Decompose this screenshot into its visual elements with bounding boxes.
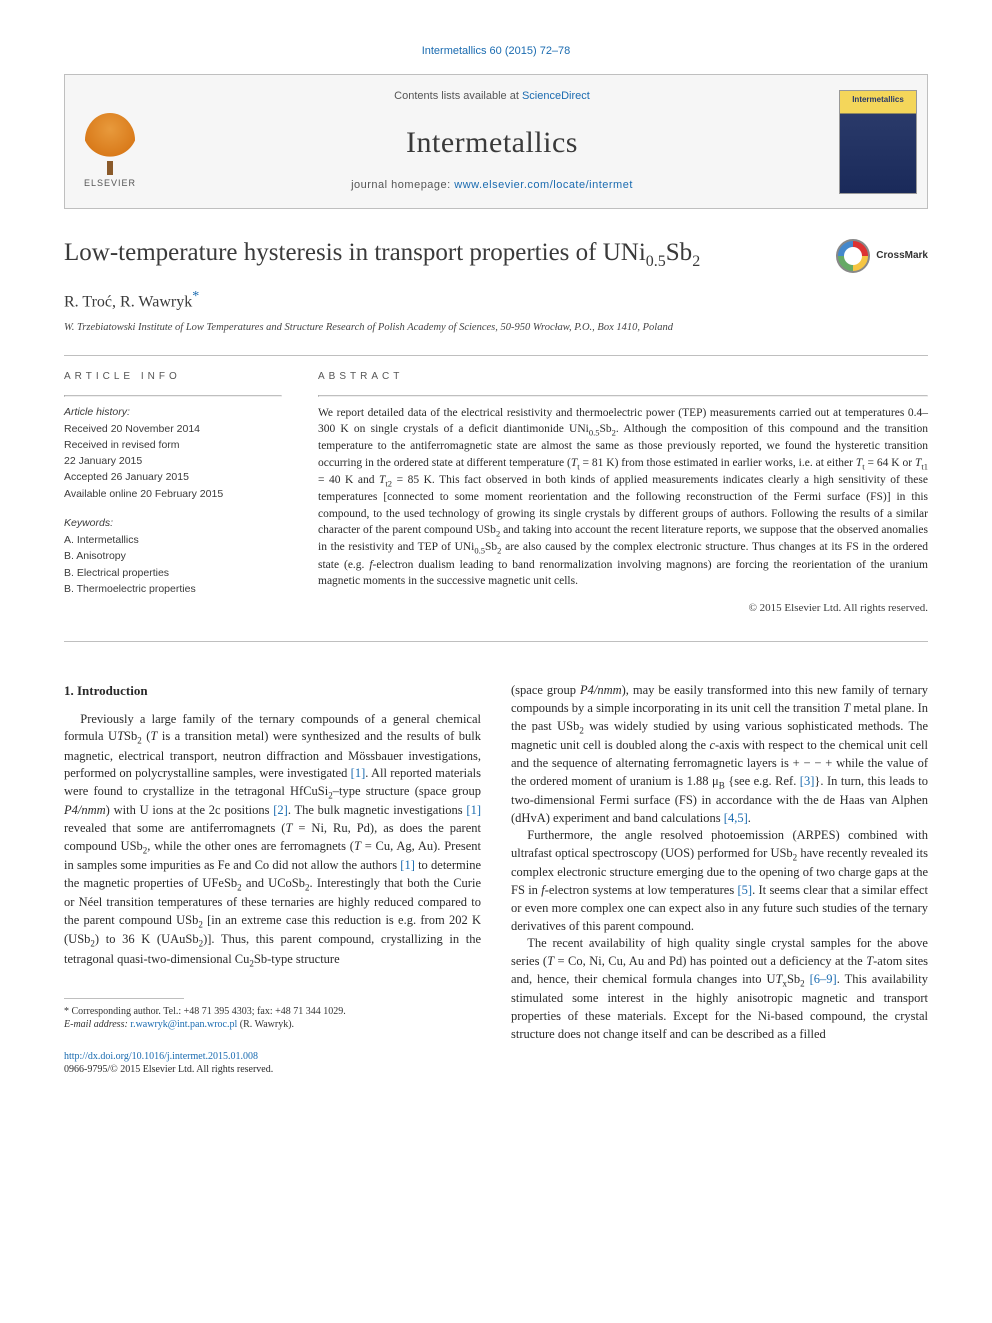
authors: R. Troć, R. Wawryk* <box>64 287 928 314</box>
keyword: B. Anisotropy <box>64 549 282 564</box>
abstract-text: We report detailed data of the electrica… <box>318 405 928 590</box>
contents-lists-line: Contents lists available at ScienceDirec… <box>165 89 819 105</box>
journal-title: Intermetallics <box>165 121 819 165</box>
history-item: Received 20 November 2014 <box>64 422 282 437</box>
email-label: E-mail address: <box>64 1019 130 1030</box>
section-heading: 1. Introduction <box>64 682 481 700</box>
publisher-logo-block: ELSEVIER <box>65 75 155 208</box>
elsevier-logo: ELSEVIER <box>75 112 145 190</box>
crossmark-badge[interactable]: CrossMark <box>836 239 928 273</box>
footnote-divider <box>64 998 184 999</box>
corr-email-link[interactable]: r.wawryk@int.pan.wroc.pl <box>130 1019 237 1030</box>
elsevier-tree-icon <box>85 113 135 167</box>
history-label: Article history: <box>64 405 282 420</box>
doi-block: http://dx.doi.org/10.1016/j.intermet.201… <box>64 1050 481 1077</box>
affiliation: W. Trzebiatowski Institute of Low Temper… <box>64 320 928 335</box>
keyword: B. Electrical properties <box>64 566 282 581</box>
divider <box>318 395 928 397</box>
history-item: 22 January 2015 <box>64 454 282 469</box>
divider <box>64 395 282 397</box>
divider <box>64 355 928 356</box>
body-text: 1. Introduction Previously a large famil… <box>64 682 928 1077</box>
body-paragraph: The recent availability of high quality … <box>511 935 928 1043</box>
crossmark-icon <box>836 239 870 273</box>
homepage-prefix: journal homepage: <box>351 179 454 191</box>
body-paragraph: Furthermore, the angle resolved photoemi… <box>511 827 928 935</box>
doi-link[interactable]: http://dx.doi.org/10.1016/j.intermet.201… <box>64 1051 258 1062</box>
corr-tel-fax: * Corresponding author. Tel.: +48 71 395… <box>64 1005 481 1019</box>
keyword: A. Intermetallics <box>64 533 282 548</box>
publisher-name: ELSEVIER <box>84 177 136 190</box>
history-item: Accepted 26 January 2015 <box>64 470 282 485</box>
journal-cover-thumbnail <box>839 90 917 194</box>
journal-header: ELSEVIER Contents lists available at Sci… <box>64 74 928 209</box>
keyword: B. Thermoelectric properties <box>64 582 282 597</box>
contents-prefix: Contents lists available at <box>394 90 522 102</box>
article-info-heading: ARTICLE INFO <box>64 370 282 385</box>
history-item: Available online 20 February 2015 <box>64 487 282 502</box>
homepage-link[interactable]: www.elsevier.com/locate/intermet <box>454 179 633 191</box>
keywords-label: Keywords: <box>64 516 282 531</box>
abstract-heading: ABSTRACT <box>318 370 928 385</box>
email-suffix: (R. Wawryk). <box>237 1019 294 1030</box>
corresponding-author-footnote: * Corresponding author. Tel.: +48 71 395… <box>64 1005 481 1032</box>
body-paragraph: Previously a large family of the ternary… <box>64 711 481 970</box>
journal-homepage-line: journal homepage: www.elsevier.com/locat… <box>165 178 819 194</box>
sciencedirect-link[interactable]: ScienceDirect <box>522 90 590 102</box>
crossmark-label: CrossMark <box>876 249 928 264</box>
history-item: Received in revised form <box>64 438 282 453</box>
citation: Intermetallics 60 (2015) 72–78 <box>64 44 928 60</box>
article-title: Low-temperature hysteresis in transport … <box>64 237 816 272</box>
copyright: © 2015 Elsevier Ltd. All rights reserved… <box>318 601 928 617</box>
divider <box>64 641 928 642</box>
body-paragraph: (space group P4/nmm), may be easily tran… <box>511 682 928 827</box>
issn-copyright: 0966-9795/© 2015 Elsevier Ltd. All right… <box>64 1064 273 1075</box>
